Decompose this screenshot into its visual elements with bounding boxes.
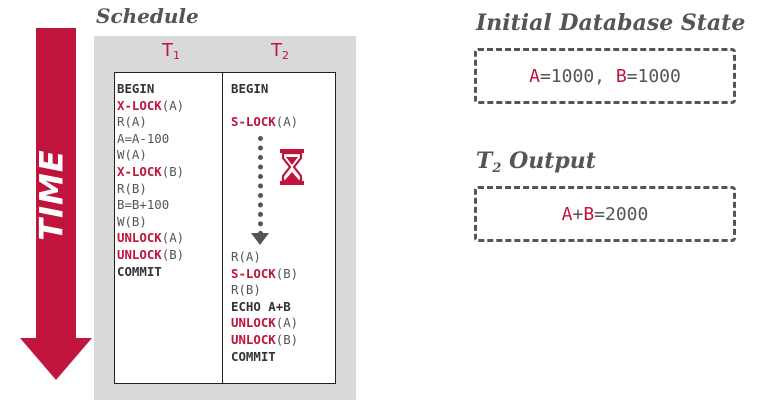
operation-keyword: X-LOCK: [117, 97, 162, 113]
time-arrow-icon: [20, 28, 92, 380]
operation-keyword: X-LOCK: [117, 163, 162, 179]
var-b: B: [615, 65, 627, 87]
time-label: TIME: [33, 149, 71, 241]
operation-keyword: S-LOCK: [231, 114, 276, 130]
t2-operations-before-wait: BEGIN S-LOCK(A): [231, 81, 298, 131]
schedule-title: Schedule: [96, 4, 199, 28]
var-a: A: [529, 65, 540, 87]
operation-argument: (B): [161, 163, 185, 179]
operation-line: UNLOCK(B): [231, 332, 298, 349]
time-label-wrap: TIME: [32, 149, 72, 241]
operation-argument: (B): [275, 265, 299, 281]
operation-line: W(A): [117, 147, 184, 164]
operation-keyword: A=A-100: [117, 130, 170, 146]
output-plus: +: [572, 203, 584, 225]
operation-line: COMMIT: [117, 264, 184, 281]
t1-operations: BEGIN X-LOCK(A) R(A) A=A-100 W(A) X-LOCK(B) R(…: [117, 81, 184, 280]
operation-line: B=B+100: [117, 197, 184, 214]
operation-line: A=A-100: [117, 131, 184, 148]
operation-keyword: ECHO A+B: [231, 298, 291, 314]
operation-line: S-LOCK(B): [231, 266, 298, 283]
operation-argument: (B): [275, 331, 299, 347]
operation-keyword: R(A): [231, 249, 261, 264]
operation-line: W(B): [117, 214, 184, 231]
t2-output-box: A + B =2000: [474, 186, 736, 242]
hourglass-icon: [280, 149, 304, 185]
operation-keyword: UNLOCK: [231, 331, 276, 347]
t2-operations-after-wait: R(A) S-LOCK(B) R(B) ECHO A+B UNLOCK(A) UNLOCK…: [231, 249, 298, 365]
wait-arrow-line: [258, 136, 264, 236]
operation-keyword: BEGIN: [231, 81, 269, 96]
operation-keyword: COMMIT: [117, 263, 162, 279]
operation-line: COMMIT: [231, 349, 298, 366]
schedule-table: [114, 72, 336, 384]
t1-header: T1: [162, 40, 180, 62]
b-value: =1000: [626, 65, 681, 87]
operation-argument: (B): [161, 246, 185, 262]
column-divider: [222, 72, 223, 384]
operation-line: R(B): [117, 181, 184, 198]
operation-keyword: R(A): [117, 114, 147, 130]
operation-line: UNLOCK(B): [117, 247, 184, 264]
operation-argument: (A): [275, 114, 299, 130]
operation-keyword: W(B): [117, 213, 147, 229]
operation-keyword: S-LOCK: [231, 265, 276, 281]
t2-header: T2: [271, 40, 289, 62]
output-result: =2000: [594, 203, 649, 225]
operation-keyword: BEGIN: [117, 81, 155, 96]
operation-line: X-LOCK(B): [117, 164, 184, 181]
operation-line: BEGIN: [231, 81, 298, 98]
t2-output-title: T2 Output: [476, 148, 596, 176]
operation-line: R(A): [117, 114, 184, 131]
output-var-a: A: [561, 203, 573, 225]
operation-argument: (A): [275, 315, 299, 331]
operation-keyword: UNLOCK: [231, 315, 276, 331]
operation-keyword: B=B+100: [117, 197, 170, 213]
operation-keyword: COMMIT: [231, 348, 276, 364]
operation-line: UNLOCK(A): [117, 230, 184, 247]
operation-line: R(A): [231, 249, 298, 266]
operation-line: S-LOCK(A): [231, 114, 298, 131]
operation-line: BEGIN: [117, 81, 184, 98]
operation-line: X-LOCK(A): [117, 98, 184, 115]
initial-state-box: A =1000, B =1000: [474, 48, 736, 104]
operation-keyword: W(A): [117, 147, 147, 163]
operation-keyword: R(B): [117, 180, 147, 196]
a-value: =1000,: [539, 65, 616, 87]
operation-line: [231, 98, 298, 115]
operation-line: UNLOCK(A): [231, 315, 298, 332]
operation-line: ECHO A+B: [231, 299, 298, 316]
operation-line: R(B): [231, 282, 298, 299]
output-var-b: B: [583, 203, 595, 225]
initial-state-title: Initial Database State: [476, 10, 746, 36]
operation-keyword: UNLOCK: [117, 246, 162, 262]
wait-arrow-head-icon: [251, 233, 269, 245]
operation-argument: (A): [161, 97, 185, 113]
operation-argument: (A): [161, 230, 185, 246]
operation-keyword: R(B): [231, 282, 261, 298]
operation-keyword: UNLOCK: [117, 230, 162, 246]
